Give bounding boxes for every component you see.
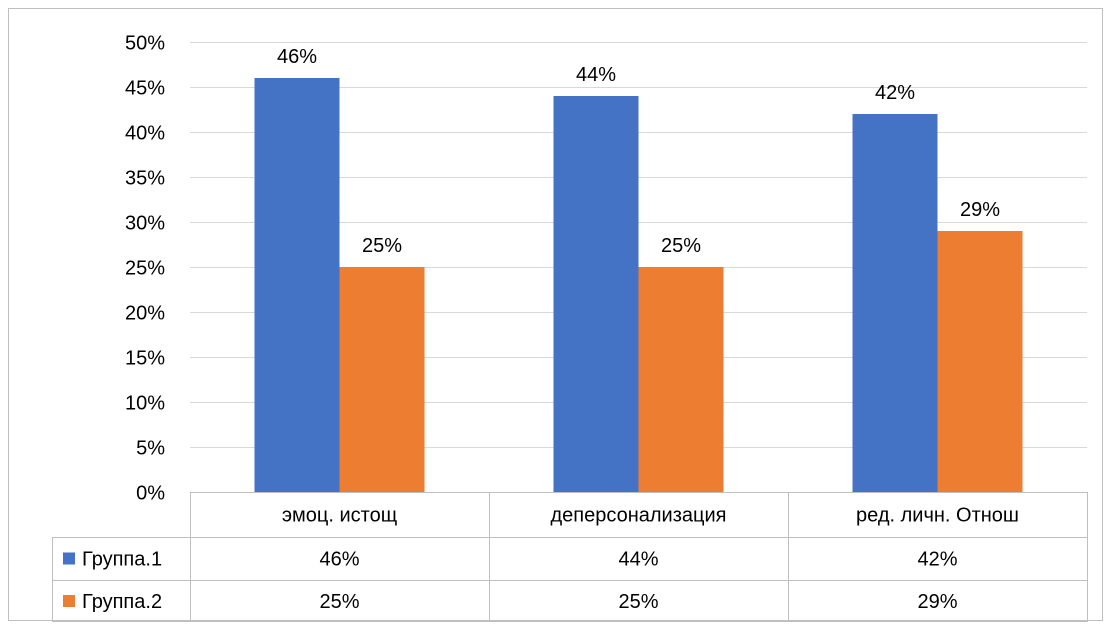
- bars: [254, 78, 1023, 492]
- bar: [254, 78, 340, 492]
- y-tick-label: 15%: [125, 348, 165, 370]
- bar: [553, 96, 639, 492]
- legend-key: [63, 595, 75, 607]
- y-tick-label: 10%: [125, 393, 165, 415]
- y-tick-label: 30%: [125, 213, 165, 235]
- bar: [937, 231, 1023, 492]
- legend-key: [63, 552, 75, 565]
- y-axis-ticks: 0% 5% 10% 15% 20% 25% 30% 35% 40% 45% 50%: [125, 33, 165, 505]
- data-label: 29%: [960, 199, 1000, 221]
- data-label: 25%: [362, 235, 402, 257]
- table-cell: 25%: [319, 591, 359, 613]
- data-label: 44%: [576, 64, 616, 86]
- table-cell: 29%: [917, 591, 957, 613]
- category-label: эмоц. истощ: [282, 505, 397, 527]
- category-label: деперсонализация: [551, 505, 727, 527]
- table-cell: 42%: [917, 549, 957, 571]
- legend-label: Группа.2: [82, 591, 162, 613]
- y-tick-label: 25%: [125, 258, 165, 280]
- bar: [852, 114, 938, 492]
- data-labels: 46% 44% 42% 25% 25% 29%: [277, 46, 1000, 257]
- y-tick-label: 35%: [125, 168, 165, 190]
- legend-label: Группа.1: [82, 549, 162, 571]
- y-tick-label: 50%: [125, 33, 165, 55]
- table-cell: 44%: [618, 549, 658, 571]
- table-cell: 46%: [319, 549, 359, 571]
- data-label: 25%: [661, 235, 701, 257]
- bar: [339, 267, 425, 492]
- data-label: 42%: [875, 82, 915, 104]
- y-tick-label: 45%: [125, 78, 165, 100]
- category-label: ред. личн. Отнош: [856, 505, 1019, 527]
- y-tick-label: 0%: [136, 483, 165, 505]
- y-tick-label: 20%: [125, 303, 165, 325]
- bar: [638, 267, 724, 492]
- data-table: эмоц. истощ деперсонализация ред. личн. От…: [52, 492, 1088, 622]
- table-cell: 25%: [618, 591, 658, 613]
- data-label: 46%: [277, 46, 317, 68]
- y-tick-label: 5%: [136, 438, 165, 460]
- y-tick-label: 40%: [125, 123, 165, 145]
